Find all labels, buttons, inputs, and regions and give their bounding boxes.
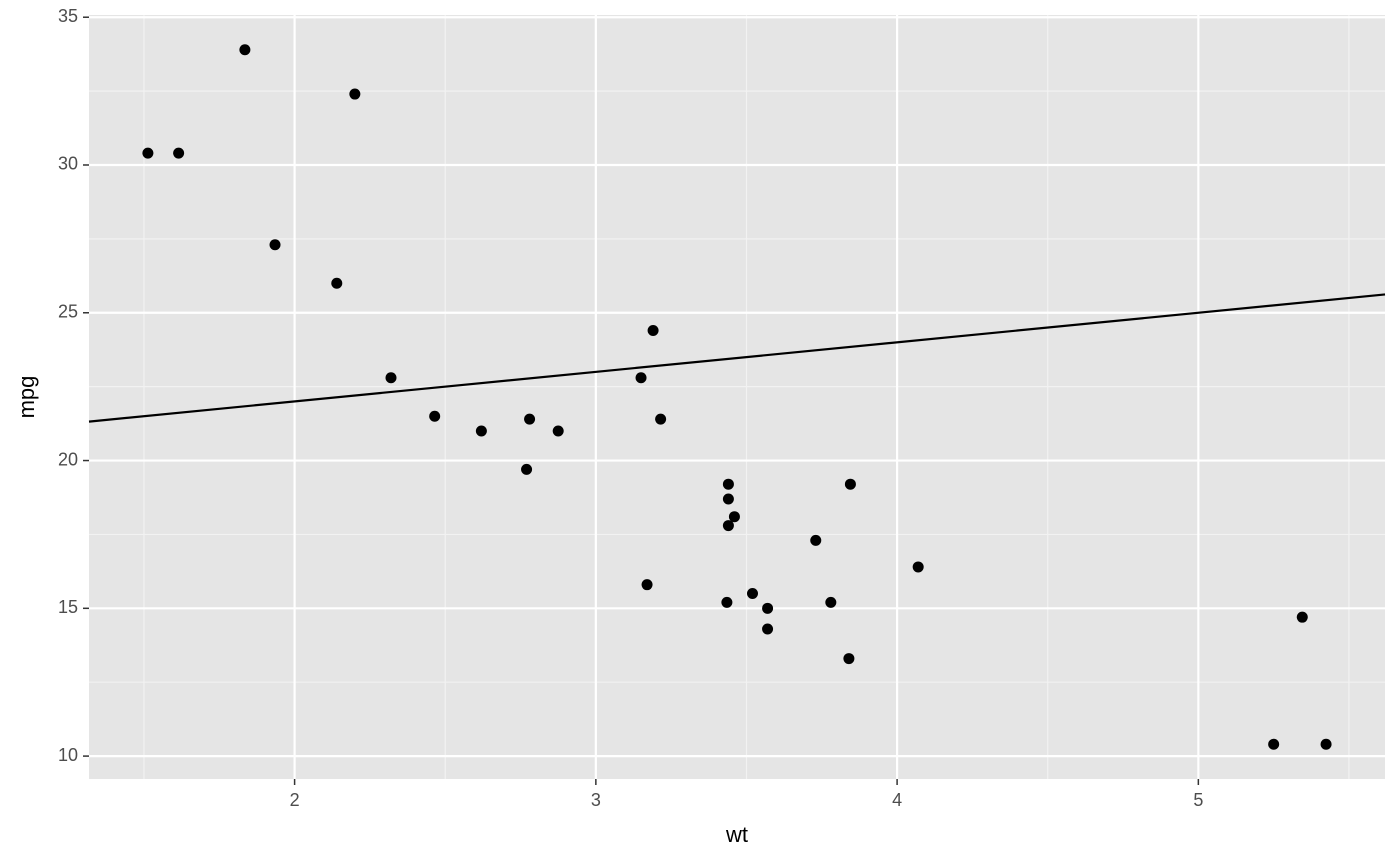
x-axis-title: wt (725, 822, 748, 847)
point (239, 44, 251, 56)
point (429, 410, 441, 422)
point (647, 325, 659, 337)
point (912, 561, 924, 573)
y-tick-label: 35 (58, 6, 78, 26)
y-tick-label: 20 (58, 449, 78, 469)
point (552, 425, 564, 437)
point (810, 534, 822, 546)
point (722, 520, 734, 532)
point (825, 596, 837, 608)
point (475, 425, 487, 437)
point (524, 413, 536, 425)
y-tick-label: 30 (58, 154, 78, 174)
point (843, 653, 855, 665)
y-tick-label: 10 (58, 745, 78, 765)
panel (89, 15, 1385, 779)
y-axis-title: mpg (14, 376, 39, 419)
y-tick-label: 15 (58, 597, 78, 617)
point (635, 372, 647, 384)
x-tick-label: 4 (892, 790, 902, 810)
point (844, 478, 856, 490)
point (655, 413, 667, 425)
point (762, 623, 774, 635)
reference-line (88, 293, 1386, 423)
point (722, 478, 734, 490)
point (722, 493, 734, 505)
point (1296, 611, 1308, 623)
x-tick-label: 3 (591, 790, 601, 810)
point (1320, 738, 1332, 750)
point (728, 511, 740, 523)
point (746, 588, 758, 600)
point (269, 239, 281, 251)
point (385, 372, 397, 384)
point (641, 579, 653, 591)
x-tick-label: 5 (1193, 790, 1203, 810)
point (721, 596, 733, 608)
point (521, 463, 533, 475)
point (1268, 738, 1280, 750)
y-tick-label: 25 (58, 302, 78, 322)
point (173, 147, 185, 159)
point (762, 602, 774, 614)
point (331, 277, 343, 289)
x-tick-label: 2 (290, 790, 300, 810)
point (349, 88, 361, 100)
point (142, 147, 154, 159)
